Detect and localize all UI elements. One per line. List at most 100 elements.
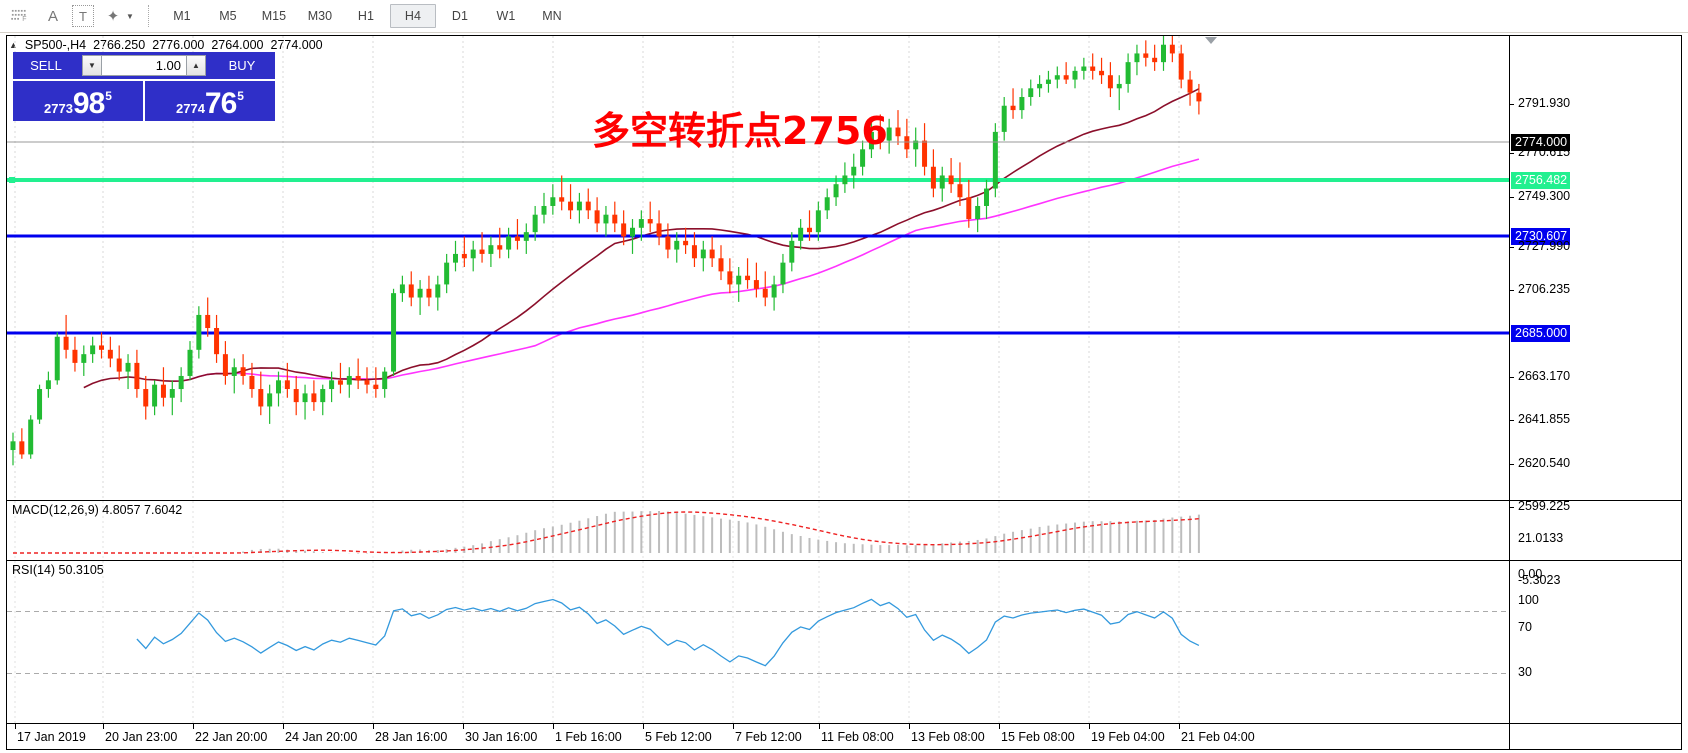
- candle-body[interactable]: [860, 149, 866, 167]
- candle-body[interactable]: [72, 349, 78, 363]
- candle-body[interactable]: [214, 328, 220, 355]
- candle-body[interactable]: [1107, 75, 1113, 89]
- candle-body[interactable]: [674, 240, 680, 250]
- candle-body[interactable]: [196, 314, 202, 350]
- candle-body[interactable]: [1161, 44, 1166, 63]
- candle-body[interactable]: [1134, 53, 1140, 63]
- candle-body[interactable]: [231, 367, 237, 376]
- candle-body[interactable]: [630, 227, 635, 237]
- one-click-trade-panel[interactable]: SELL ▼ 1.00 ▲ BUY 2773 98 5 2774 76 5: [13, 52, 275, 121]
- candle-body[interactable]: [665, 236, 671, 250]
- candle-body[interactable]: [1196, 92, 1202, 102]
- candle-body[interactable]: [461, 253, 467, 259]
- candle-body[interactable]: [90, 345, 96, 355]
- candle-body[interactable]: [514, 236, 520, 241]
- candle-body[interactable]: [417, 288, 423, 298]
- sell-price-cell[interactable]: 2773 98 5: [13, 81, 143, 121]
- candle-body[interactable]: [550, 197, 556, 206]
- candle-body[interactable]: [1010, 105, 1016, 111]
- candle-body[interactable]: [337, 380, 343, 385]
- candle-body[interactable]: [975, 205, 981, 220]
- candle-body[interactable]: [107, 349, 113, 359]
- candle-body[interactable]: [125, 362, 131, 372]
- candle-body[interactable]: [258, 389, 264, 407]
- candle-body[interactable]: [895, 127, 901, 137]
- candle-body[interactable]: [585, 201, 591, 211]
- candle-body[interactable]: [364, 380, 370, 385]
- candle-body[interactable]: [966, 197, 972, 220]
- candle-body[interactable]: [399, 284, 405, 294]
- candle-body[interactable]: [807, 227, 812, 233]
- candle-body[interactable]: [1116, 83, 1122, 89]
- candle-body[interactable]: [320, 389, 326, 403]
- candle-body[interactable]: [851, 166, 857, 176]
- timeframe-m5[interactable]: M5: [219, 9, 237, 23]
- candle-body[interactable]: [169, 389, 175, 398]
- candle-body[interactable]: [647, 219, 653, 224]
- candle-body[interactable]: [957, 184, 963, 198]
- candle-body[interactable]: [453, 253, 458, 263]
- level-anchor-handle[interactable]: [9, 177, 15, 183]
- font-icon[interactable]: A: [47, 7, 58, 25]
- sell-button[interactable]: SELL: [13, 52, 79, 79]
- volume-decrement-button[interactable]: ▼: [82, 55, 102, 76]
- candle-body[interactable]: [346, 375, 352, 385]
- candle-body[interactable]: [143, 389, 149, 407]
- candle-body[interactable]: [1001, 105, 1007, 132]
- candle-body[interactable]: [355, 375, 361, 381]
- candle-body[interactable]: [984, 188, 989, 206]
- candle-body[interactable]: [178, 375, 184, 390]
- candle-body[interactable]: [373, 384, 379, 390]
- timeframe-mn[interactable]: MN: [542, 9, 562, 23]
- candle-body[interactable]: [391, 293, 397, 372]
- candle-body[interactable]: [1125, 62, 1131, 84]
- candle-body[interactable]: [497, 245, 503, 250]
- candle-body[interactable]: [1169, 44, 1175, 54]
- timeframe-d1[interactable]: D1: [451, 9, 468, 23]
- candle-body[interactable]: [612, 214, 618, 224]
- candle-body[interactable]: [594, 210, 600, 224]
- candle-body[interactable]: [913, 140, 919, 150]
- candle-body[interactable]: [541, 205, 547, 215]
- candle-body[interactable]: [479, 249, 485, 254]
- candle-body[interactable]: [568, 201, 574, 211]
- candle-body[interactable]: [1019, 97, 1025, 111]
- candle-body[interactable]: [444, 262, 450, 285]
- candle-body[interactable]: [922, 140, 928, 167]
- price-axis-badge[interactable]: 2774.000: [1511, 134, 1571, 151]
- timeframe-h1[interactable]: H1: [357, 9, 374, 23]
- candle-body[interactable]: [382, 371, 388, 390]
- buy-price-cell[interactable]: 2774 76 5: [145, 81, 275, 121]
- candle-body[interactable]: [408, 284, 414, 298]
- candle-body[interactable]: [780, 262, 786, 285]
- candle-body[interactable]: [621, 223, 627, 237]
- candle-body[interactable]: [930, 166, 936, 189]
- price-pane[interactable]: [7, 36, 1681, 498]
- grid-f-icon[interactable]: ▪▪▪▪▪ ▪▪▪▪▪ ▪▪▪ F: [10, 8, 28, 23]
- candle-body[interactable]: [745, 275, 751, 281]
- timeframe-m1[interactable]: M1: [173, 9, 191, 23]
- candle-body[interactable]: [1063, 75, 1069, 80]
- candle-body[interactable]: [267, 393, 273, 407]
- candle-body[interactable]: [798, 227, 804, 241]
- candle-body[interactable]: [656, 223, 662, 237]
- timeframe-w1[interactable]: W1: [496, 9, 516, 23]
- candle-body[interactable]: [116, 358, 122, 372]
- candle-body[interactable]: [160, 384, 166, 398]
- candle-body[interactable]: [28, 419, 34, 455]
- candle-body[interactable]: [833, 184, 839, 198]
- candle-body[interactable]: [948, 175, 954, 185]
- candle-body[interactable]: [187, 349, 193, 376]
- candle-body[interactable]: [1090, 66, 1096, 71]
- candle-body[interactable]: [532, 214, 538, 233]
- candle-body[interactable]: [205, 314, 211, 329]
- candle-body[interactable]: [488, 245, 494, 254]
- price-axis-badge[interactable]: 2685.000: [1511, 325, 1571, 342]
- candle-body[interactable]: [683, 240, 689, 246]
- candle-body[interactable]: [435, 284, 441, 298]
- candle-body[interactable]: [249, 375, 255, 390]
- objects-icon[interactable]: ✦: [106, 8, 120, 25]
- timeframe-h4[interactable]: H4: [389, 4, 436, 28]
- candle-body[interactable]: [1187, 79, 1193, 93]
- candle-body[interactable]: [1054, 75, 1060, 80]
